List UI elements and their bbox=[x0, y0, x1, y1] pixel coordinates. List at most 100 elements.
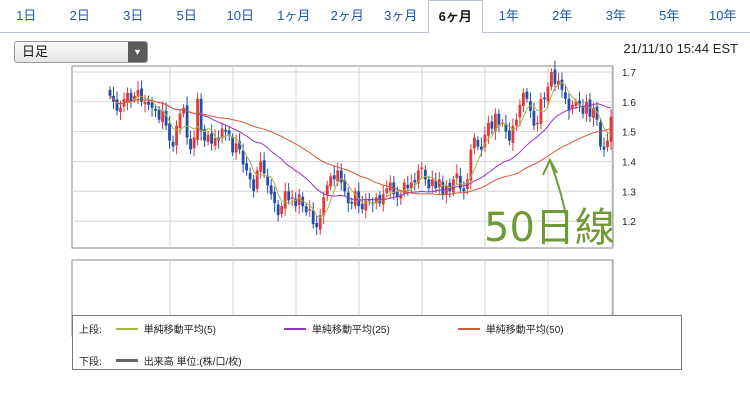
annotation-arrow-head bbox=[542, 157, 558, 176]
candle-body bbox=[532, 110, 536, 126]
legend-ma50: 単純移動平均(50) bbox=[457, 321, 564, 336]
candle-body bbox=[129, 92, 133, 102]
candle-body bbox=[178, 113, 182, 129]
candle-body bbox=[574, 101, 578, 106]
candle-body bbox=[273, 191, 277, 204]
legend-volume: 出来高 単位:(株/口/枚) bbox=[115, 353, 242, 368]
last-updated-timestamp: 21/11/10 15:44 EST bbox=[623, 41, 738, 56]
candle-body bbox=[259, 161, 263, 172]
candle-body bbox=[287, 191, 291, 201]
y-tick-label: 1.2 bbox=[622, 217, 636, 228]
candle-body bbox=[248, 172, 252, 180]
period-tabs: 1日 2日 3日 5日 10日 1ヶ月 2ヶ月 3ヶ月 6ヶ月 1年 2年 3年 5年 10年 bbox=[0, 0, 750, 34]
candle-body bbox=[423, 169, 427, 180]
ma50-annotation-label: 50日線 bbox=[484, 205, 615, 251]
candle-body bbox=[571, 104, 574, 109]
candle-body bbox=[606, 140, 609, 148]
tab-9[interactable]: 1年 bbox=[483, 0, 536, 32]
candle-body bbox=[108, 89, 112, 96]
candle-body bbox=[497, 113, 501, 126]
candle-body bbox=[189, 138, 192, 150]
candle-body bbox=[255, 170, 259, 189]
tab-10[interactable]: 2年 bbox=[536, 0, 590, 32]
tab-12[interactable]: 5年 bbox=[643, 0, 697, 32]
candle-body bbox=[479, 146, 483, 150]
candle-body bbox=[280, 206, 284, 214]
y-tick-label: 1.7 bbox=[622, 68, 636, 79]
candle-body bbox=[227, 130, 231, 135]
candle-body bbox=[175, 125, 178, 146]
interval-select-value: 日足 bbox=[22, 44, 49, 59]
tab-11[interactable]: 3年 bbox=[590, 0, 643, 32]
candle-body bbox=[115, 99, 119, 111]
candle-body bbox=[231, 137, 235, 153]
candle-body bbox=[157, 109, 161, 120]
legend-ma50-swatch bbox=[457, 327, 480, 330]
y-tick-label: 1.5 bbox=[622, 128, 636, 139]
tab-0[interactable]: 1日 bbox=[0, 0, 54, 32]
candle-body bbox=[262, 160, 266, 174]
annotation-arrow-shaft bbox=[550, 162, 567, 217]
candle-body bbox=[493, 113, 497, 132]
candle-body bbox=[595, 106, 599, 120]
candle-body bbox=[315, 222, 319, 228]
y-tick-label: 1.3 bbox=[622, 187, 636, 198]
tab-4[interactable]: 10日 bbox=[214, 0, 268, 32]
candle-body bbox=[434, 180, 438, 189]
candle-body bbox=[206, 134, 210, 142]
candle-body bbox=[329, 176, 333, 187]
candle-body bbox=[192, 137, 196, 149]
legend-ma25-label: 単純移動平均(25) bbox=[312, 325, 390, 336]
candle-body bbox=[364, 200, 368, 211]
candle-body bbox=[413, 179, 417, 183]
ma50-line bbox=[109, 95, 612, 196]
candle-body bbox=[585, 101, 588, 114]
candle-body bbox=[252, 179, 256, 192]
candle-body bbox=[325, 185, 329, 195]
candle-body bbox=[336, 170, 340, 182]
y-tick-label: 1.4 bbox=[622, 157, 636, 168]
interval-select[interactable]: 日足 ▼ bbox=[14, 41, 148, 63]
candle-body bbox=[557, 80, 560, 86]
candle-body bbox=[592, 107, 595, 118]
candle-body bbox=[507, 130, 511, 141]
tab-5[interactable]: 1ヶ月 bbox=[268, 0, 321, 32]
candle-body bbox=[210, 133, 214, 144]
tab-1[interactable]: 2日 bbox=[54, 0, 107, 32]
candle-body bbox=[150, 102, 154, 108]
legend-ma25-swatch bbox=[284, 327, 307, 330]
candle-body bbox=[602, 146, 606, 150]
candle-body bbox=[196, 98, 199, 140]
candle-body bbox=[385, 188, 389, 194]
tab-3[interactable]: 5日 bbox=[161, 0, 214, 32]
candle-body bbox=[350, 202, 354, 204]
candle-body bbox=[564, 92, 567, 99]
tab-6[interactable]: 2ヶ月 bbox=[321, 0, 375, 32]
candle-body bbox=[311, 210, 315, 225]
candle-body bbox=[322, 197, 326, 216]
candle-body bbox=[266, 175, 270, 186]
tab-7[interactable]: 3ヶ月 bbox=[375, 0, 428, 32]
legend-volume-label: 出来高 単位:(株/口/枚) bbox=[143, 357, 242, 368]
legend-ma50-label: 単純移動平均(50) bbox=[485, 325, 564, 336]
candle-body bbox=[297, 194, 301, 206]
candle-body bbox=[224, 129, 228, 132]
candle-body bbox=[581, 107, 585, 114]
candle-body bbox=[168, 123, 171, 141]
candle-body bbox=[234, 143, 238, 153]
candle-body bbox=[490, 121, 494, 129]
candle-body bbox=[147, 101, 150, 105]
candle-body bbox=[283, 191, 287, 209]
candle-body bbox=[427, 179, 431, 189]
candle-body bbox=[578, 100, 581, 105]
candle-body bbox=[133, 95, 136, 100]
candle-body bbox=[560, 79, 564, 90]
chevron-down-icon[interactable]: ▼ bbox=[128, 42, 147, 62]
candle-body bbox=[276, 204, 280, 216]
candle-body bbox=[119, 107, 122, 112]
tab-2[interactable]: 3日 bbox=[107, 0, 161, 32]
candle-body bbox=[486, 122, 490, 136]
candle-body bbox=[511, 125, 515, 143]
candle-body bbox=[406, 184, 410, 189]
